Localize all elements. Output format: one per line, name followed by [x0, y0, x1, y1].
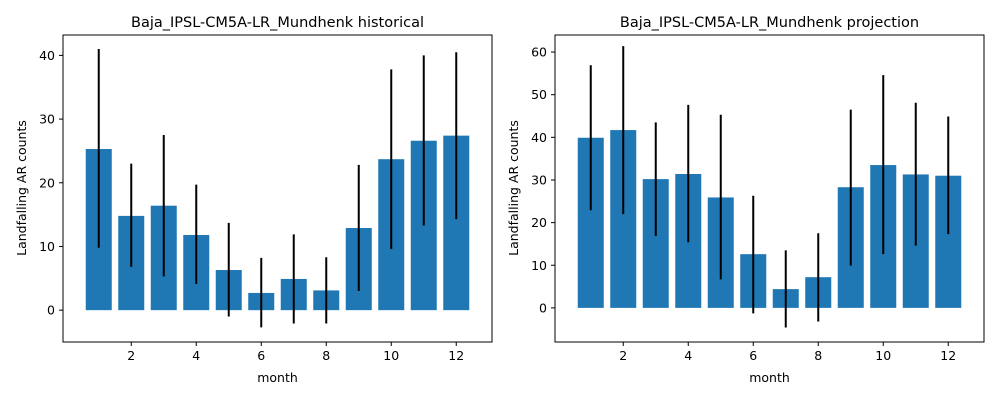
projection-x-tick-label: 12 — [940, 348, 956, 363]
historical-y-tick-label: 10 — [39, 239, 55, 254]
historical-panel: Baja_IPSL-CM5A-LR_Mundhenk historical mo… — [14, 15, 493, 385]
historical-y-axis-label: Landfalling AR counts — [14, 120, 29, 256]
projection-x-tick-label: 10 — [875, 348, 891, 363]
historical-x-tick-label: 10 — [383, 348, 399, 363]
historical-y-tick-label: 20 — [39, 175, 55, 190]
projection-y-tick-label: 10 — [531, 258, 547, 273]
projection-x-tick-label: 4 — [684, 348, 692, 363]
projection-axes-frame — [554, 34, 985, 343]
historical-title: Baja_IPSL-CM5A-LR_Mundhenk historical — [131, 15, 424, 31]
historical-axes-frame — [62, 34, 493, 343]
projection-y-tick-label: 30 — [531, 172, 547, 187]
projection-x-tick-label: 2 — [619, 348, 627, 363]
projection-y-tick-label: 0 — [539, 300, 547, 315]
projection-title: Baja_IPSL-CM5A-LR_Mundhenk projection — [620, 15, 919, 31]
projection-x-tick-label: 6 — [749, 348, 757, 363]
historical-x-tick-label: 12 — [448, 348, 464, 363]
projection-panel: Baja_IPSL-CM5A-LR_Mundhenk projection mo… — [506, 15, 985, 385]
projection-y-tick-label: 20 — [531, 215, 547, 230]
historical-y-tick-label: 40 — [39, 48, 55, 63]
projection-x-axis-label: month — [749, 370, 790, 385]
projection-y-axis-label: Landfalling AR counts — [506, 120, 521, 256]
historical-y-tick-label: 30 — [39, 112, 55, 127]
historical-plot-area: 2 4 6 8 10 12 0 10 20 30 40 — [39, 34, 493, 363]
historical-x-tick-label: 6 — [257, 348, 265, 363]
projection-y-tick-label: 60 — [531, 45, 547, 60]
projection-y-tick-label: 50 — [531, 87, 547, 102]
historical-x-axis-label: month — [257, 370, 298, 385]
projection-plot-area: 2 4 6 8 10 12 0 10 20 30 40 50 60 — [531, 34, 985, 363]
projection-x-tick-label: 8 — [814, 348, 822, 363]
projection-y-tick-label: 40 — [531, 130, 547, 145]
historical-x-tick-label: 8 — [322, 348, 330, 363]
historical-y-tick-label: 0 — [47, 303, 55, 318]
historical-x-tick-label: 4 — [192, 348, 200, 363]
historical-x-tick-label: 2 — [127, 348, 135, 363]
